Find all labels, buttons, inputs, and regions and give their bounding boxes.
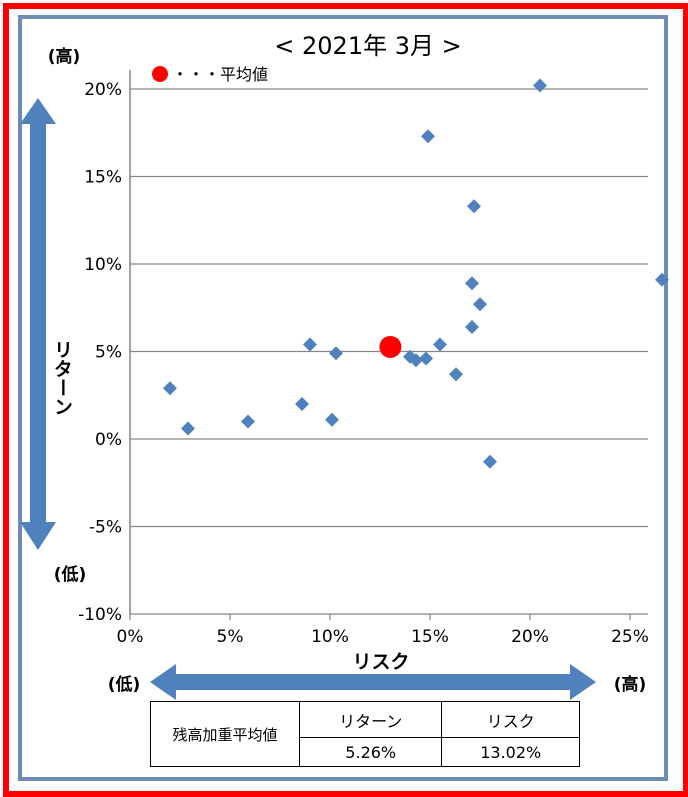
- data-point-diamond: [465, 320, 479, 334]
- average-point-circle: [379, 335, 402, 358]
- x-tick-label: 20%: [511, 627, 549, 647]
- data-point-diamond: [329, 346, 343, 361]
- x-tick-label: 15%: [411, 627, 449, 647]
- data-point-diamond: [465, 276, 479, 291]
- x-tick-label: 10%: [311, 627, 349, 647]
- data-point-diamond: [163, 381, 177, 396]
- legend-label: ・・・平均値: [172, 65, 268, 84]
- y-tick-label: 10%: [84, 255, 122, 275]
- x-high-label: (高): [614, 674, 647, 695]
- x-tick-label: 5%: [217, 627, 244, 647]
- x-tick-label: 25%: [611, 627, 649, 647]
- x-low-label: (低): [108, 674, 141, 695]
- data-point-diamond: [473, 297, 487, 312]
- y-tick-label: -10%: [78, 605, 122, 625]
- outer-red-frame: [3, 3, 688, 797]
- data-point-diamond: [295, 397, 309, 411]
- y-high-label: (高): [48, 46, 81, 67]
- data-point-diamond: [325, 412, 339, 427]
- data-point-diamond: [533, 78, 547, 93]
- data-point-diamond: [483, 454, 497, 469]
- y-tick-label: -5%: [89, 518, 122, 538]
- y-tick-label: 15%: [84, 168, 122, 188]
- summary-header-risk: リスク: [441, 700, 580, 739]
- legend-red-circle-icon: [152, 66, 168, 82]
- x-axis-title: リスク: [352, 651, 409, 673]
- data-point-diamond: [467, 199, 481, 214]
- x-tick-label: 0%: [117, 627, 144, 647]
- summary-value-risk: 13.02%: [441, 737, 580, 767]
- data-points: [163, 78, 669, 469]
- y-tick-label: 0%: [95, 430, 122, 450]
- data-point-diamond: [419, 351, 433, 366]
- summary-header-return: リターン: [298, 700, 443, 739]
- x-tick-labels: 0% 5% 10% 15% 20% 25%: [117, 627, 649, 647]
- y-low-label: (低): [54, 564, 87, 585]
- chart-title: < 2021年 3月 >: [274, 32, 461, 60]
- y-double-arrow-icon: [20, 98, 56, 550]
- summary-row-label: 残高加重平均値: [150, 701, 300, 767]
- summary-table: 残高加重平均値 リターン リスク 5.26% 13.02%: [150, 700, 580, 767]
- data-point-diamond: [433, 337, 447, 352]
- data-point-diamond: [241, 414, 255, 429]
- data-point-diamond: [303, 337, 317, 352]
- y-axis-title: リターン: [51, 340, 73, 416]
- data-point-diamond: [181, 421, 195, 436]
- data-point-diamond: [421, 129, 435, 144]
- y-tick-label: 20%: [84, 80, 122, 100]
- scatter-chart: -10% -5% 0% 5% 10% 15% 20% 0% 5% 10% 15% 20% 25% < …: [20, 32, 669, 700]
- data-point-diamond: [409, 353, 423, 368]
- y-tick-labels: -10% -5% 0% 5% 10% 15% 20%: [78, 80, 122, 625]
- y-tick-label: 5%: [95, 343, 122, 363]
- summary-value-return: 5.26%: [298, 737, 443, 767]
- data-point-diamond: [655, 272, 669, 287]
- inner-blue-frame: [18, 15, 668, 781]
- data-point-diamond: [449, 367, 463, 382]
- x-double-arrow-icon: [150, 664, 596, 700]
